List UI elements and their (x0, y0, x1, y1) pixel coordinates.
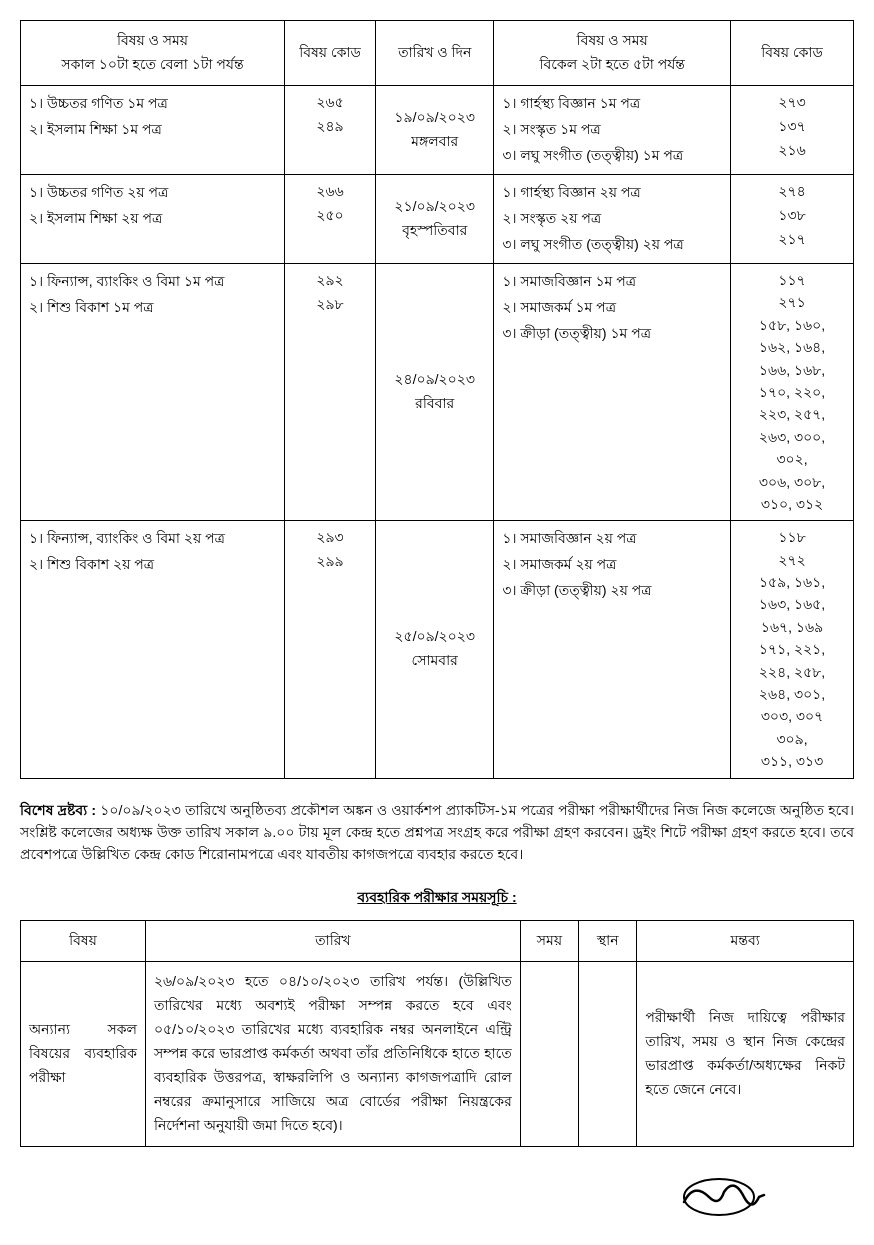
table-row: ১। ফিন্যান্স, ব্যাংকিং ও বিমা ২য় পত্র ২… (21, 521, 854, 778)
afternoon-code: ১৩৭ (739, 115, 845, 139)
table-row: ১। উচ্চতর গণিত ১ম পত্র ২। ইসলাম শিক্ষা ১… (21, 86, 854, 175)
date-cell: ১৯/০৯/২০২৩ মঙ্গলবার (376, 86, 494, 175)
afternoon-subject-item: ১। গার্হস্থ্য বিজ্ঞান ২য় পত্র (502, 180, 722, 206)
morning-code: ২৯২ (293, 269, 367, 293)
afternoon-code: ২৭৪ (739, 180, 845, 204)
exam-schedule-table: বিষয় ও সময় সকাল ১০টা হতে বেলা ১টা পর্য… (20, 20, 854, 779)
practical-subject-cell: অন্যান্য সকল বিষয়ের ব্যবহারিক পরীক্ষা (21, 961, 146, 1146)
table2-row: অন্যান্য সকল বিষয়ের ব্যবহারিক পরীক্ষা ২… (21, 961, 854, 1146)
morning-code: ২৬৫ (293, 91, 367, 115)
afternoon-subject-item: ৩। ক্রীড়া (তত্ত্বীয়) ১ম পত্র (502, 321, 722, 347)
afternoon-subject-item: ২। সমাজকর্ম ১ম পত্র (502, 295, 722, 321)
morning-code: ২৬৬ (293, 180, 367, 204)
signature-icon (664, 1167, 774, 1222)
date-cell: ২৫/০৯/২০২৩ সোমবার (376, 521, 494, 778)
afternoon-code: ২১৬ (739, 139, 845, 163)
note-label: বিশেষ দ্রষ্টব্য : (20, 802, 100, 818)
morning-subject-item: ১। ফিন্যান্স, ব্যাংকিং ও বিমা ১ম পত্র (29, 269, 276, 295)
afternoon-code: ১৩৮ (739, 204, 845, 228)
practical-section-title: ব্যবহারিক পরীক্ষার সময়সূচি : (20, 886, 854, 910)
morning-code: ২৪৯ (293, 115, 367, 139)
morning-code: ২৫০ (293, 204, 367, 228)
header-date: তারিখ (145, 920, 520, 961)
header-afternoon-code: বিষয় কোড (731, 21, 854, 86)
morning-code: ২৯৮ (293, 293, 367, 317)
practical-exam-table: বিষয় তারিখ সময় স্থান মন্তব্য অন্যান্য … (20, 920, 854, 1147)
morning-code: ২৯৯ (293, 550, 367, 574)
afternoon-subject-item: ২। সংস্কৃত ১ম পত্র (502, 117, 722, 143)
afternoon-subject-item: ৩। লঘু সংগীত (তত্ত্বীয়) ২য় পত্র (502, 232, 722, 258)
note-body: ১০/০৯/২০২৩ তারিখে অনুষ্ঠিতব্য প্রকৌশল অঙ… (20, 802, 854, 863)
header-time: সময় (520, 920, 578, 961)
header-morning-code: বিষয় কোড (285, 21, 376, 86)
afternoon-subject-item: ৩। ক্রীড়া (তত্ত্বীয়) ২য় পত্র (502, 578, 722, 604)
morning-subject-item: ২। শিশু বিকাশ ২য় পত্র (29, 552, 276, 578)
practical-date-cell: ২৬/০৯/২০২৩ হতে ০৪/১০/২০২৩ তারিখ পর্যন্ত।… (145, 961, 520, 1146)
practical-time-cell (520, 961, 578, 1146)
afternoon-subject-item: ১। গার্হস্থ্য বিজ্ঞান ১ম পত্র (502, 91, 722, 117)
morning-subject-item: ১। উচ্চতর গণিত ১ম পত্র (29, 91, 276, 117)
afternoon-subject-item: ১। সমাজবিজ্ঞান ১ম পত্র (502, 269, 722, 295)
date-cell: ২১/০৯/২০২৩ বৃহস্পতিবার (376, 175, 494, 264)
afternoon-subject-item: ২। সমাজকর্ম ২য় পত্র (502, 552, 722, 578)
header-subject: বিষয় (21, 920, 146, 961)
afternoon-code: ২৭৩ (739, 91, 845, 115)
special-note: বিশেষ দ্রষ্টব্য : ১০/০৯/২০২৩ তারিখে অনুষ… (20, 799, 854, 866)
afternoon-code: ২১৭ (739, 228, 845, 252)
signature-area (20, 1167, 854, 1225)
afternoon-codes-block: ১১৮ ২৭২ ১৫৯, ১৬১, ১৬৩, ১৬৫, ১৬৭, ১৬৯ ১৭১… (731, 521, 854, 778)
table2-header-row: বিষয় তারিখ সময় স্থান মন্তব্য (21, 920, 854, 961)
afternoon-subject-item: ২। সংস্কৃত ২য় পত্র (502, 206, 722, 232)
header-place: স্থান (579, 920, 637, 961)
morning-subject-item: ১। উচ্চতর গণিত ২য় পত্র (29, 180, 276, 206)
afternoon-codes-block: ১১৭ ২৭১ ১৫৮, ১৬০, ১৬২, ১৬৪, ১৬৬, ১৬৮, ১৭… (731, 264, 854, 521)
afternoon-subject-item: ৩। লঘু সংগীত (তত্ত্বীয়) ১ম পত্র (502, 143, 722, 169)
practical-place-cell (579, 961, 637, 1146)
header-afternoon-subject: বিষয় ও সময় বিকেল ২টা হতে ৫টা পর্যন্ত (494, 21, 731, 86)
morning-subject-item: ১। ফিন্যান্স, ব্যাংকিং ও বিমা ২য় পত্র (29, 526, 276, 552)
date-cell: ২৪/০৯/২০২৩ রবিবার (376, 264, 494, 521)
morning-code: ২৯৩ (293, 526, 367, 550)
afternoon-subject-item: ১। সমাজবিজ্ঞান ২য় পত্র (502, 526, 722, 552)
table-row: ১। উচ্চতর গণিত ২য় পত্র ২। ইসলাম শিক্ষা … (21, 175, 854, 264)
morning-subject-item: ২। শিশু বিকাশ ১ম পত্র (29, 295, 276, 321)
header-morning-subject: বিষয় ও সময় সকাল ১০টা হতে বেলা ১টা পর্য… (21, 21, 285, 86)
header-comment: মন্তব্য (637, 920, 854, 961)
table-row: ১। ফিন্যান্স, ব্যাংকিং ও বিমা ১ম পত্র ২।… (21, 264, 854, 521)
morning-subject-item: ২। ইসলাম শিক্ষা ১ম পত্র (29, 117, 276, 143)
table-header-row: বিষয় ও সময় সকাল ১০টা হতে বেলা ১টা পর্য… (21, 21, 854, 86)
practical-comment-cell: পরীক্ষার্থী নিজ দায়িত্বে পরীক্ষার তারিখ… (637, 961, 854, 1146)
morning-subject-item: ২। ইসলাম শিক্ষা ২য় পত্র (29, 206, 276, 232)
header-date: তারিখ ও দিন (376, 21, 494, 86)
